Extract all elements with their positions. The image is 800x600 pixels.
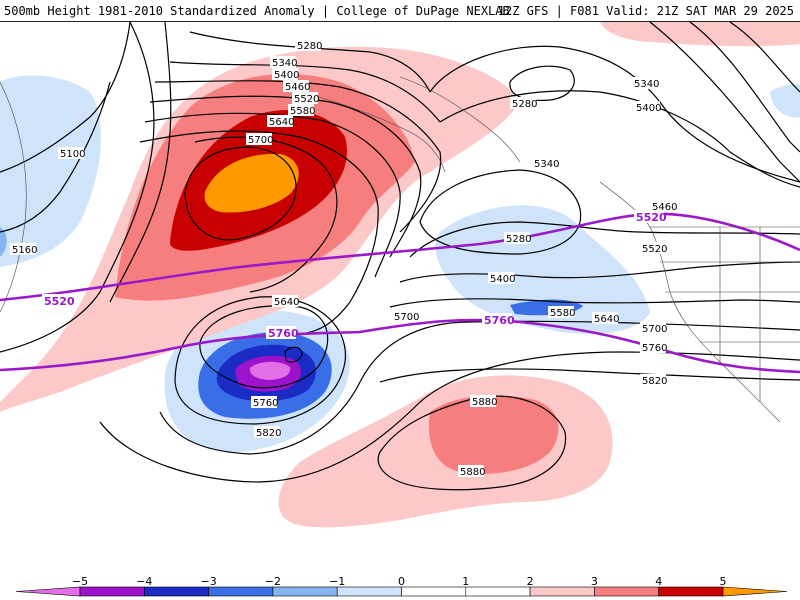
colorbar-swatch <box>79 586 145 597</box>
contour-label: 5400 <box>490 274 515 285</box>
weather-map: 5280 5340 5400 5460 5520 5580 5640 5700 … <box>0 22 800 573</box>
colorbar-tick-label: −1 <box>329 575 345 588</box>
reference-height-lines <box>0 212 800 374</box>
reference-label: 5520 <box>44 295 75 308</box>
map-header: 500mb Height 1981-2010 Standardized Anom… <box>0 0 800 22</box>
colorbar-swatch <box>594 586 660 597</box>
contour-label: 5760 <box>253 398 278 409</box>
contour-label: 5520 <box>642 244 667 255</box>
colorbar-canvas: −5 −4 −3 −2 −1 0 1 2 3 4 5 <box>15 575 788 597</box>
colorbar-tick-label: 2 <box>527 575 534 588</box>
reference-labels: 5520 5520 5760 5760 <box>42 210 667 340</box>
colorbar-tick-label: −3 <box>200 575 216 588</box>
contour-label: 5640 <box>594 314 619 325</box>
contour-label: 5340 <box>634 79 659 90</box>
height-contours <box>0 22 800 491</box>
colorbar-swatch <box>15 586 81 597</box>
contour-label: 5760 <box>642 343 667 354</box>
colorbar-swatch <box>529 586 595 597</box>
colorbar-swatch <box>465 586 531 597</box>
contour-label: 5400 <box>274 70 299 81</box>
colorbar-tick-label: −2 <box>265 575 281 588</box>
coastlines <box>0 76 800 423</box>
contour-label: 5580 <box>550 308 575 319</box>
contour-label: 5700 <box>642 324 667 335</box>
colorbar-tick-label: 3 <box>591 575 598 588</box>
anomaly-colorbar: −5 −4 −3 −2 −1 0 1 2 3 4 5 <box>0 573 800 600</box>
colorbar-swatch <box>401 586 467 597</box>
colorbar-tick-label: 1 <box>462 575 469 588</box>
contour-label: 5640 <box>274 297 299 308</box>
contour-label: 5880 <box>472 397 497 408</box>
contour-label: 5580 <box>290 106 315 117</box>
contour-label: 5340 <box>272 58 297 69</box>
colorbar-tick-label: −5 <box>72 575 88 588</box>
reference-label: 5760 <box>484 314 515 327</box>
reference-label: 5760 <box>268 327 299 340</box>
contour-label: 5640 <box>269 117 294 128</box>
colorbar-swatch <box>722 586 788 597</box>
reference-label: 5520 <box>636 211 667 224</box>
contour-label: 5460 <box>652 202 677 213</box>
contour-label: 5820 <box>642 376 667 387</box>
contour-label: 5280 <box>297 41 322 52</box>
contour-label: 5280 <box>512 99 537 110</box>
positive-anomaly-shading <box>0 22 800 528</box>
colorbar-swatch <box>208 586 274 597</box>
map-title: 500mb Height 1981-2010 Standardized Anom… <box>4 4 510 18</box>
colorbar-swatches <box>15 586 788 597</box>
contour-label: 5700 <box>394 312 419 323</box>
colorbar-tick-label: 4 <box>655 575 662 588</box>
contour-label: 5340 <box>534 159 559 170</box>
colorbar-swatch <box>336 586 402 597</box>
contour-label: 5280 <box>506 234 531 245</box>
contour-label: 5520 <box>294 94 319 105</box>
colorbar-swatch <box>272 586 338 597</box>
contour-label: 5700 <box>248 135 273 146</box>
contour-label: 5880 <box>460 467 485 478</box>
contour-label: 5820 <box>256 428 281 439</box>
colorbar-swatch <box>658 586 724 597</box>
colorbar-swatch <box>144 586 209 597</box>
contour-labels: 5280 5340 5400 5460 5520 5580 5640 5700 … <box>10 39 677 478</box>
contour-label: 5100 <box>60 149 85 160</box>
model-run-info: 12Z GFS | F081 Valid: 21Z SAT MAR 29 202… <box>497 4 794 18</box>
contour-label: 5460 <box>285 82 310 93</box>
map-canvas: 5280 5340 5400 5460 5520 5580 5640 5700 … <box>0 22 800 528</box>
colorbar-tick-label: 5 <box>720 575 727 588</box>
colorbar-tick-label: −4 <box>136 575 152 588</box>
contour-label: 5160 <box>12 245 37 256</box>
contour-label: 5400 <box>636 103 661 114</box>
colorbar-tick-label: 0 <box>398 575 405 588</box>
colorbar-tick-labels: −5 −4 −3 −2 −1 0 1 2 3 4 5 <box>72 575 727 588</box>
